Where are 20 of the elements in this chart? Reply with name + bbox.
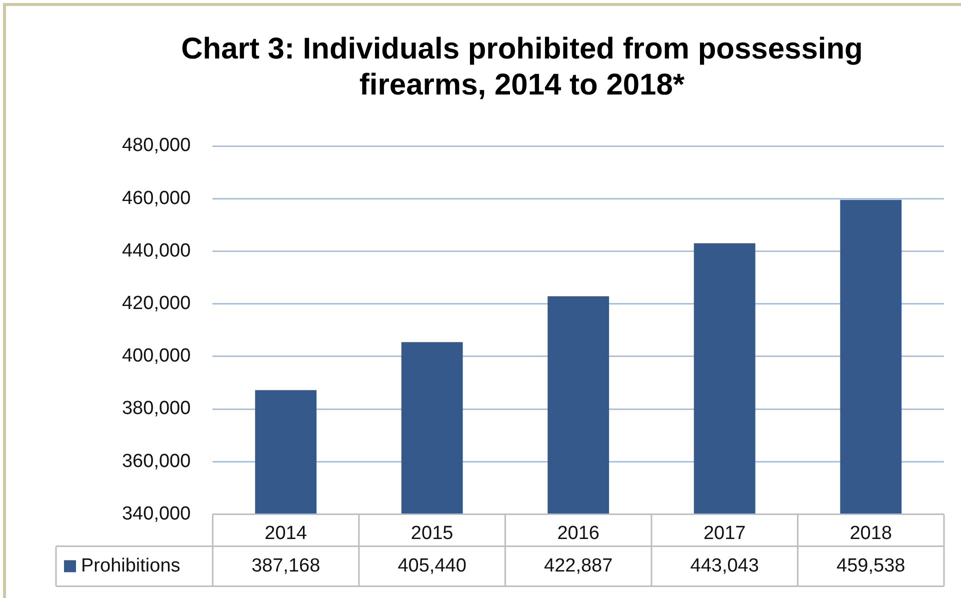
y-tick-label: 380,000 <box>122 398 191 420</box>
y-tick-label: 460,000 <box>122 188 191 209</box>
data-label: 422,887 <box>544 555 613 576</box>
data-label: 443,043 <box>690 555 759 576</box>
x-tick-label: 2016 <box>557 522 600 544</box>
x-tick-label: 2014 <box>264 522 308 544</box>
y-tick-label: 340,000 <box>122 503 191 524</box>
y-tick-label: 420,000 <box>122 293 191 314</box>
data-label: 387,168 <box>251 555 320 576</box>
legend-label: Prohibitions <box>81 555 180 576</box>
data-label: 405,440 <box>398 555 466 576</box>
x-tick-label: 2018 <box>850 522 892 544</box>
y-tick-label: 480,000 <box>122 135 191 156</box>
x-tick-label: 2017 <box>703 522 746 544</box>
y-tick-label: 440,000 <box>122 240 191 262</box>
y-tick-label: 400,000 <box>122 346 191 367</box>
y-tick-label: 360,000 <box>122 450 191 472</box>
data-label: 459,538 <box>836 555 906 576</box>
chart-title: Chart 3: Individuals prohibited from possessing firearms, 2014 to 2018* <box>181 32 863 102</box>
x-tick-label: 2015 <box>410 522 454 544</box>
